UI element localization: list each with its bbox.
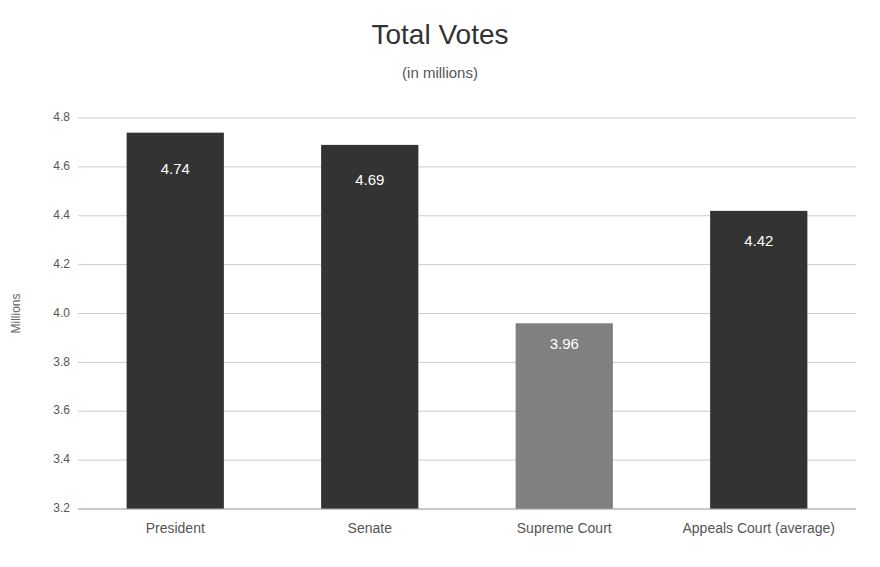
y-axis: 3.2 3.4 3.6 3.8 4.0 4.2 4.4 4.6 4.8 [53,110,70,515]
data-label: 3.96 [550,335,579,352]
subtitle: (in millions) [402,64,478,81]
y-axis-label: Millions [9,293,23,333]
grid-line [78,118,856,119]
y-tick-label: 3.2 [53,501,70,515]
data-label: 4.42 [744,232,773,249]
x-tick-label: Appeals Court (average) [682,520,835,536]
y-tick-label: 4.8 [53,110,70,124]
title: Total Votes [372,19,509,50]
bar [321,145,418,509]
y-tick-label: 3.6 [53,403,70,417]
bar [127,133,224,509]
bars [127,133,808,509]
x-tick-label: Supreme Court [517,520,612,536]
y-tick-label: 4.6 [53,159,70,173]
y-tick-label: 4.0 [53,306,70,320]
y-tick-label: 3.8 [53,355,70,369]
bar [516,323,613,509]
data-label: 4.69 [355,171,384,188]
data-labels: 4.74 4.69 3.96 4.42 [161,160,774,352]
data-label: 4.74 [161,160,190,177]
x-axis-line [78,509,856,510]
x-tick-label: President [146,520,205,536]
x-axis: President Senate Supreme Court Appeals Cour… [146,520,835,536]
grid-line [78,509,856,510]
y-tick-label: 3.4 [53,452,70,466]
y-tick-label: 4.4 [53,208,70,222]
chart: Total Votes (in millions) 3.2 3.4 3.6 3.8 4.0 4… [0,0,880,567]
bar [710,211,807,509]
x-tick-label: Senate [348,520,393,536]
y-tick-label: 4.2 [53,257,70,271]
